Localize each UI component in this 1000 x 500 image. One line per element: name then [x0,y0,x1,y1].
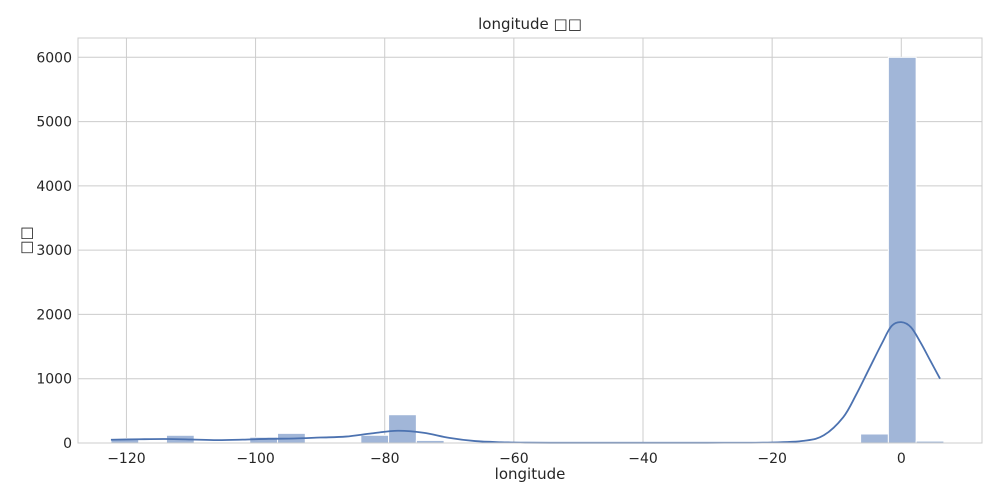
chart-title: longitude □□ [478,15,582,33]
y-tick-label: 4000 [36,179,72,195]
y-axis-title: □□ [17,226,35,254]
histogram-bar [860,433,889,444]
x-tick-label: 0 [897,451,906,467]
x-tick-label: −20 [757,451,787,467]
y-tick-label: 0 [63,436,72,452]
grid-layer [78,38,982,444]
histogram-bar [388,414,417,444]
x-tick-label: −60 [499,451,529,467]
histogram-bar [887,56,917,444]
y-tick-label: 3000 [36,243,72,259]
y-tick-label: 2000 [36,307,72,323]
bars-layer [110,56,945,444]
y-tick-label: 5000 [36,115,72,131]
x-tick-label: −100 [236,451,274,467]
kde-layer [110,321,941,444]
x-axis-title: longitude [495,465,566,483]
histogram-bar [360,434,390,444]
x-tick-label: −40 [628,451,658,467]
x-tick-label: −80 [370,451,400,467]
axes-frame [77,37,983,444]
x-tick-label: −120 [107,451,145,467]
y-tick-label: 1000 [36,372,72,388]
x-tick-labels: −120 −100 −80 −60 −40 −20 0 [107,451,906,467]
y-tick-labels: 0 1000 2000 3000 4000 5000 6000 [36,50,72,452]
kde-line [110,321,941,444]
y-tick-label: 6000 [36,50,72,66]
